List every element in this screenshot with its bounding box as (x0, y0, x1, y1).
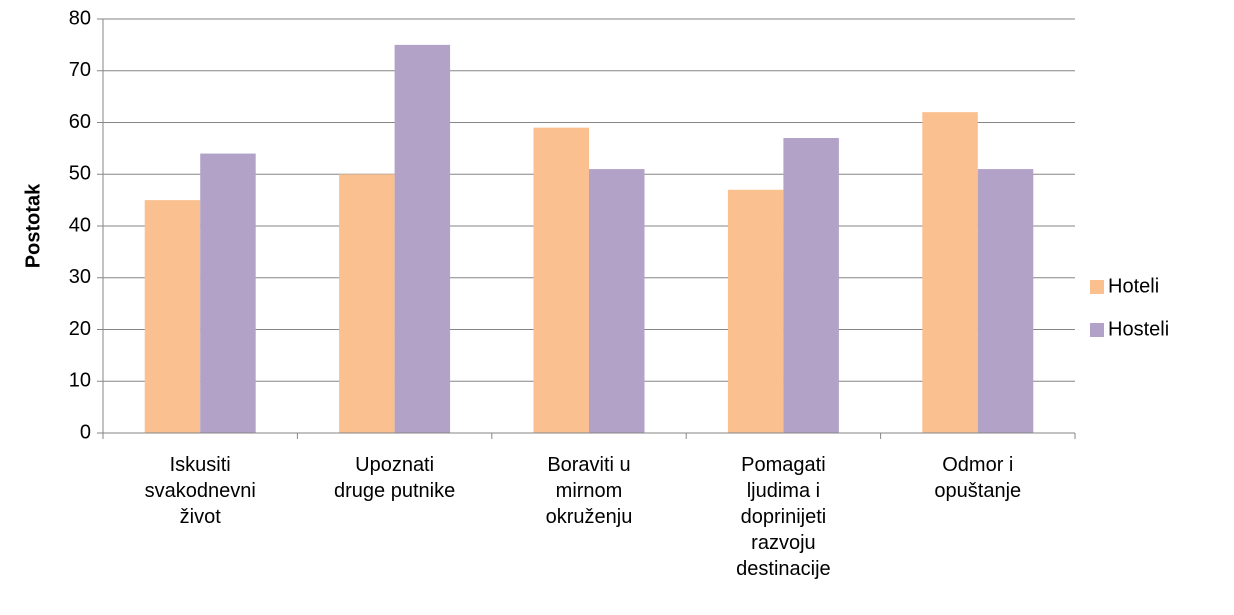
y-tick-label: 40 (69, 214, 91, 236)
x-tick-label: Odmor i opuštanje (934, 454, 1021, 502)
y-tick-label: 20 (69, 318, 91, 340)
bar (589, 169, 645, 433)
y-tick-label: 60 (69, 111, 91, 133)
y-tick-label: 0 (80, 421, 91, 443)
y-tick-label: 80 (69, 7, 91, 29)
legend-swatch (1090, 323, 1104, 337)
y-tick-label: 10 (69, 370, 91, 392)
bar (922, 112, 978, 434)
x-tick-label: Iskusiti svakodnevni život (145, 454, 256, 528)
y-tick-label: 50 (69, 163, 91, 185)
legend-swatch (1090, 280, 1104, 294)
x-tick-label: Upoznati druge putnike (334, 454, 455, 502)
bar (977, 169, 1034, 433)
bar (783, 138, 839, 433)
y-tick-label: 30 (69, 266, 91, 288)
y-axis-label: Postotak (22, 183, 44, 268)
legend-label: Hoteli (1108, 275, 1159, 297)
legend-label: Hosteli (1108, 318, 1169, 340)
x-tick-label: Pomagati ljudima i doprinijeti razvoju desti… (736, 454, 831, 580)
bar (200, 153, 256, 434)
bar (394, 44, 451, 433)
bar (727, 189, 784, 433)
y-tick-label: 70 (69, 59, 91, 81)
bar (339, 174, 395, 433)
bar (533, 127, 589, 434)
x-tick-label: Boraviti u mirnom okruženju (546, 454, 633, 528)
bar (144, 200, 201, 433)
